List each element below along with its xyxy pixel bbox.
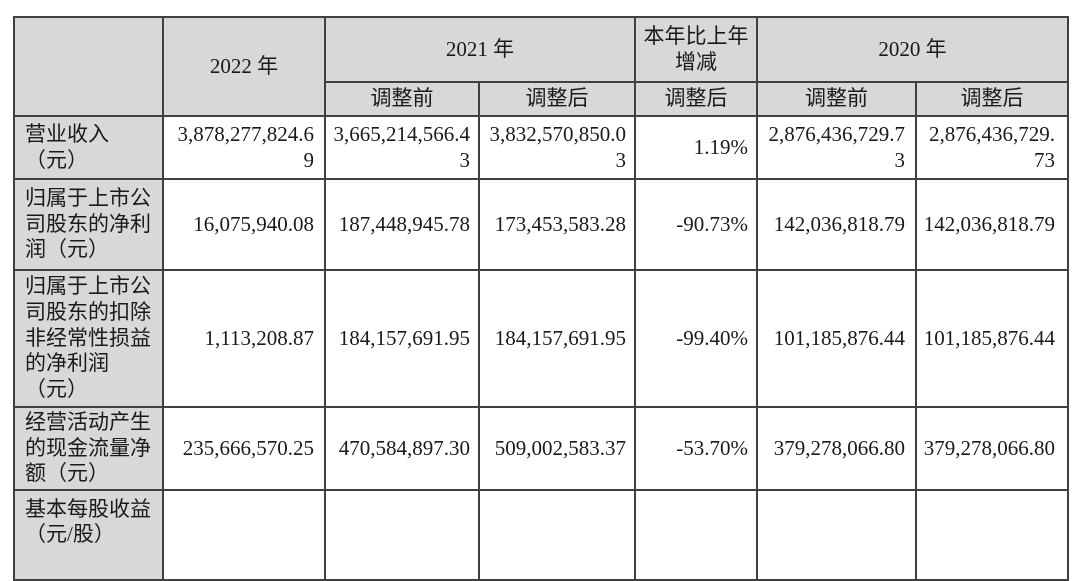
value-2020-after: 101,185,876.44	[915, 269, 1069, 408]
value-2020-after: 2,876,436,729.73	[915, 115, 1069, 180]
value-2021-after: 3,832,570,850.03	[478, 115, 636, 180]
table-row-net-profit-excl-nonrecurring: 归属于上市公司股东的扣除非经常性损益的净利润（元） 1,113,208.87 1…	[13, 269, 1069, 408]
value-2021-after: 173,453,583.28	[478, 178, 636, 271]
value-2021-after	[478, 488, 636, 581]
value-2021-after: 184,157,691.95	[478, 269, 636, 408]
value-change: 1.19%	[634, 115, 758, 180]
metric-label: 归属于上市公司股东的净利润（元）	[13, 178, 164, 271]
metric-label: 营业收入（元）	[13, 115, 164, 180]
metric-label: 归属于上市公司股东的扣除非经常性损益的净利润（元）	[13, 269, 164, 408]
value-2020-before: 2,876,436,729.73	[756, 115, 917, 180]
header-2020: 2020 年	[756, 16, 1069, 83]
metric-label: 经营活动产生的现金流量净额（元）	[13, 406, 164, 491]
header-yoy-change: 本年比上年增减	[634, 16, 758, 83]
value-2021-before	[324, 488, 480, 581]
value-2022	[162, 488, 326, 581]
value-change: -90.73%	[634, 178, 758, 271]
value-2021-before: 184,157,691.95	[324, 269, 480, 408]
header-row-years: 2022 年 2021 年 本年比上年增减 2020 年	[13, 16, 1069, 117]
value-2021-before: 3,665,214,566.43	[324, 115, 480, 180]
value-2021-after: 509,002,583.37	[478, 406, 636, 491]
value-2020-before: 101,185,876.44	[756, 269, 917, 408]
subheader-change-after: 调整后	[634, 81, 758, 117]
value-2020-before	[756, 488, 917, 581]
value-2022: 235,666,570.25	[162, 406, 326, 491]
subheader-2021-after: 调整后	[478, 81, 636, 117]
header-2022: 2022 年	[162, 16, 326, 117]
metric-label: 基本每股收益（元/股）	[13, 488, 164, 581]
value-2022: 1,113,208.87	[162, 269, 326, 408]
value-change: -53.70%	[634, 406, 758, 491]
subheader-2021-before: 调整前	[324, 81, 480, 117]
table-row-basic-eps-partial: 基本每股收益（元/股）	[13, 488, 1069, 581]
value-2021-before: 187,448,945.78	[324, 178, 480, 271]
header-row-adjustments: 调整前 调整后 调整后 调整前 调整后	[14, 81, 1069, 117]
value-2020-after: 379,278,066.80	[915, 406, 1069, 491]
financial-results-table-container: 2022 年 2021 年 本年比上年增减 2020 年 调整前 调整后 调整后…	[13, 16, 1069, 581]
value-2021-before: 470,584,897.30	[324, 406, 480, 491]
header-2021: 2021 年	[324, 16, 636, 83]
value-2020-after	[915, 488, 1069, 581]
value-2022: 16,075,940.08	[162, 178, 326, 271]
value-2020-before: 142,036,818.79	[756, 178, 917, 271]
table-row-revenue: 营业收入（元） 3,878,277,824.69 3,665,214,566.4…	[13, 115, 1069, 180]
corner-cell	[13, 16, 164, 117]
value-change	[634, 488, 758, 581]
value-2022: 3,878,277,824.69	[162, 115, 326, 180]
table-row-net-profit: 归属于上市公司股东的净利润（元） 16,075,940.08 187,448,9…	[13, 178, 1069, 271]
value-change: -99.40%	[634, 269, 758, 408]
subheader-2020-after: 调整后	[915, 81, 1069, 117]
table-row-operating-cash-flow: 经营活动产生的现金流量净额（元） 235,666,570.25 470,584,…	[13, 406, 1069, 491]
financial-results-table: 2022 年 2021 年 本年比上年增减 2020 年 调整前 调整后 调整后…	[13, 16, 1069, 581]
value-2020-after: 142,036,818.79	[915, 178, 1069, 271]
value-2020-before: 379,278,066.80	[756, 406, 917, 491]
subheader-2020-before: 调整前	[756, 81, 917, 117]
